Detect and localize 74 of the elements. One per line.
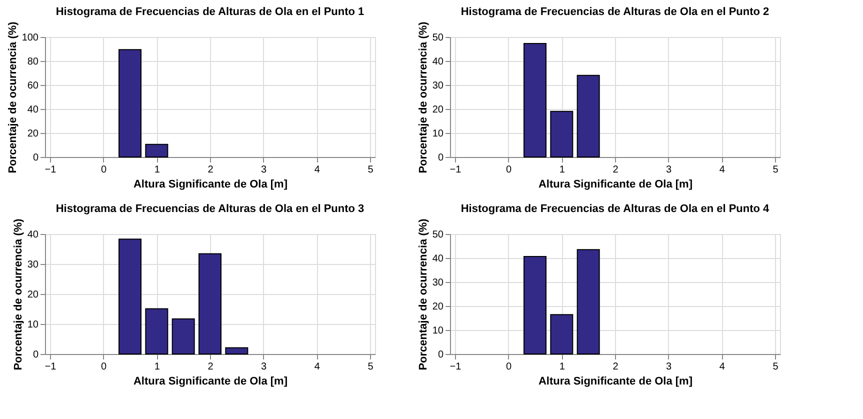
bar — [550, 110, 574, 158]
bar — [225, 347, 248, 354]
y-tick-label: 0 — [32, 152, 39, 164]
y-tick-label: 30 — [432, 80, 444, 92]
x-tick-label: 1 — [154, 164, 160, 176]
x-tick-label: −1 — [44, 362, 57, 372]
y-tick-label: 40 — [27, 104, 39, 116]
bar — [576, 74, 600, 158]
x-tick-label: 0 — [506, 362, 512, 372]
y-tick-label: 80 — [27, 56, 39, 68]
x-tick-label: 0 — [506, 164, 512, 176]
x-tick-label: 3 — [261, 164, 268, 176]
x-tick-label: 0 — [101, 164, 108, 176]
chart-title: Histograma de Frecuencias de Alturas de Ola en el Punto 4 — [460, 203, 770, 216]
x-tick-label: 1 — [559, 362, 566, 372]
x-tick-label: 2 — [612, 164, 619, 176]
x-tick-label: 2 — [612, 362, 619, 372]
x-tick-label: 2 — [208, 164, 214, 176]
x-tick-label: −1 — [450, 164, 462, 176]
x-tick-label: 1 — [154, 362, 160, 372]
x-tick-label: 3 — [261, 362, 268, 372]
y-tick-label: 20 — [27, 128, 39, 140]
bar — [524, 256, 546, 354]
y-axis-title: Porcentaje de ocurrencia (%) — [417, 218, 430, 370]
y-tick-label: 60 — [27, 80, 39, 92]
y-tick-label: 10 — [27, 320, 39, 330]
y-tick-label: 30 — [432, 278, 444, 288]
y-tick-label: 0 — [438, 350, 444, 360]
x-tick-label: 1 — [559, 164, 566, 176]
x-axis-title: Altura Significante de Ola [m] — [133, 178, 288, 190]
y-tick-label: 0 — [32, 350, 39, 360]
y-axis-title: Porcentaje de ocurrencia (%) — [417, 21, 430, 174]
y-tick-label: 20 — [432, 302, 444, 312]
x-tick-label: −1 — [450, 362, 462, 372]
x-tick-label: 3 — [666, 164, 672, 176]
bar — [550, 314, 574, 354]
chart-title: Histograma de Frecuencias de Alturas de Ola en el Punto 2 — [460, 6, 770, 18]
y-tick-label: 40 — [27, 230, 39, 240]
bar — [576, 249, 600, 354]
x-axis-title: Altura Significante de Ola [m] — [538, 376, 693, 388]
x-axis-title: Altura Significante de Ola [m] — [538, 178, 693, 190]
x-tick-label: 0 — [101, 362, 108, 372]
x-tick-label: 5 — [368, 164, 374, 176]
y-axis-title: Porcentaje de ocurrencia (%) — [12, 218, 24, 370]
x-tick-label: 2 — [208, 362, 214, 372]
y-tick-label: 20 — [27, 290, 39, 300]
bar — [198, 253, 222, 354]
chart-title: Histograma de Frecuencias de Alturas de Ola en el Punto 3 — [56, 203, 364, 216]
y-tick-label: 100 — [22, 32, 39, 44]
y-tick-label: 50 — [432, 32, 444, 44]
y-axis-title: Porcentaje de ocurrencia (%) — [6, 21, 19, 174]
bar — [172, 318, 195, 354]
y-tick-label: 50 — [432, 230, 444, 240]
x-tick-label: 3 — [666, 362, 672, 372]
y-tick-label: 10 — [432, 326, 444, 336]
y-tick-label: 20 — [432, 104, 444, 116]
x-tick-label: 4 — [719, 362, 726, 372]
chart-title: Histograma de Frecuencias de Alturas de Ola en el Punto 1 — [56, 6, 364, 18]
y-tick-label: 10 — [432, 128, 444, 140]
x-tick-label: 5 — [772, 164, 779, 176]
bar — [118, 238, 142, 354]
x-tick-label: 5 — [368, 362, 374, 372]
bar — [524, 42, 546, 158]
x-tick-label: −1 — [44, 164, 57, 176]
y-tick-label: 40 — [432, 254, 444, 264]
x-tick-label: 4 — [314, 362, 320, 372]
bar — [145, 308, 168, 354]
x-tick-label: 4 — [719, 164, 726, 176]
y-tick-label: 30 — [27, 260, 39, 270]
x-axis-title: Altura Significante de Ola [m] — [133, 376, 288, 388]
x-tick-label: 4 — [314, 164, 320, 176]
y-tick-label: 40 — [432, 56, 444, 68]
y-tick-label: 0 — [438, 152, 444, 164]
x-tick-label: 5 — [772, 362, 779, 372]
